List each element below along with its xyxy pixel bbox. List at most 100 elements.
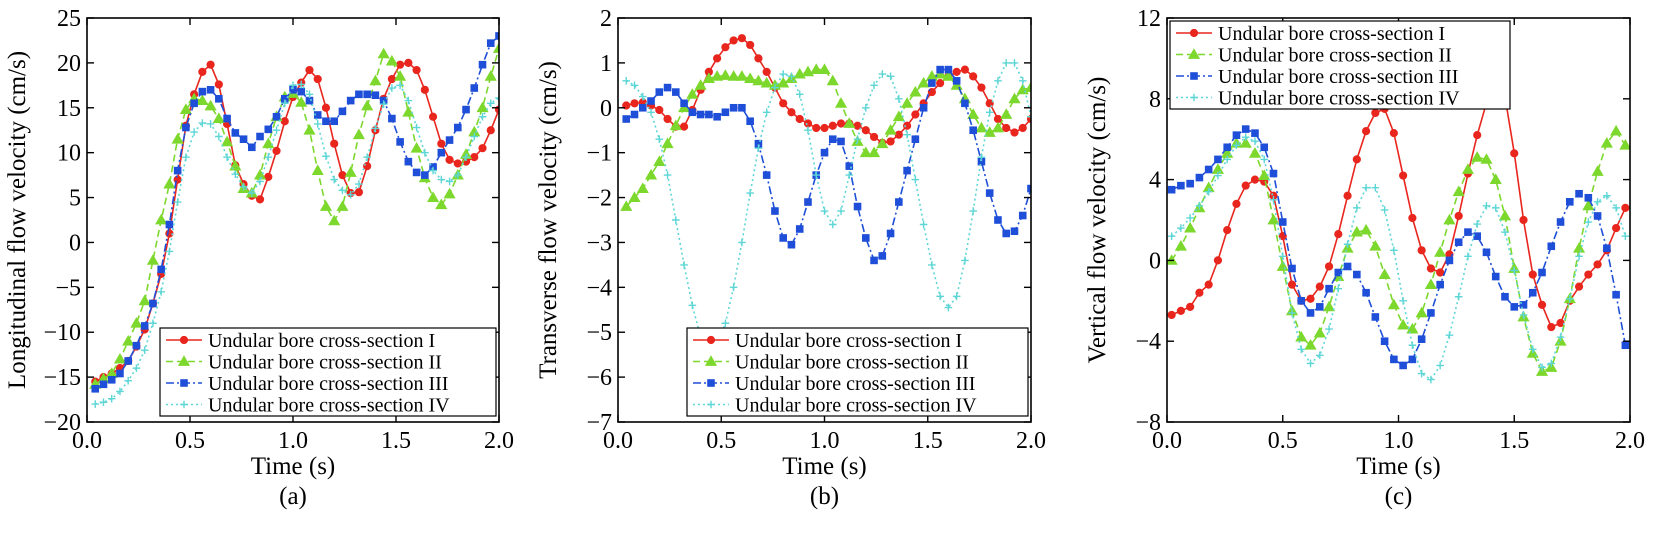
series-iii-point-15 xyxy=(746,117,754,126)
legend-box xyxy=(686,327,1029,417)
series-i-point-41 xyxy=(428,112,438,121)
series-ii-point-15 xyxy=(744,72,757,83)
series-ii-point-11 xyxy=(711,70,724,81)
series-i-point-44 xyxy=(453,159,462,168)
series-ii-point-37 xyxy=(394,70,407,81)
series-iii-point-48 xyxy=(1018,211,1027,220)
legend-i-label: Undular bore cross-section I xyxy=(208,330,435,352)
series-ii-point-35 xyxy=(377,47,390,59)
series-iv-point-12 xyxy=(190,128,198,136)
series-iii-point-20 xyxy=(256,132,264,141)
series-iii-point-11 xyxy=(1269,169,1278,178)
series-iii-point-5 xyxy=(663,83,672,92)
series-iii-point-10 xyxy=(173,166,182,175)
series-iv-point-18 xyxy=(771,83,779,92)
y-tick-label-5: 5 xyxy=(69,186,81,212)
series-ii-point-26 xyxy=(834,97,848,108)
series-iv-point-25 xyxy=(1399,297,1407,305)
x-tick-label-2: 1.0 xyxy=(278,428,308,454)
series-iv-point-22 xyxy=(272,126,281,135)
y-tick-label-7: 15 xyxy=(57,96,81,122)
series-i-point-46 xyxy=(470,153,479,162)
series-ii-point-28 xyxy=(1424,278,1437,290)
series-iv-point-33 xyxy=(1473,220,1482,228)
series-ii-point-20 xyxy=(1350,225,1363,237)
series-ii-point-24 xyxy=(818,63,831,75)
series-iv-point-30 xyxy=(1445,331,1454,339)
series-iii-point-40 xyxy=(952,77,961,85)
series-iv-point-24 xyxy=(289,81,297,90)
series-iv-point-47 xyxy=(1603,191,1611,200)
series-i-point-33 xyxy=(894,130,903,139)
series-iii-point-16 xyxy=(223,114,231,123)
series-i-point-0 xyxy=(1167,310,1176,320)
series-i-point-15 xyxy=(1306,294,1315,303)
series-iii-point-32 xyxy=(1464,228,1472,236)
y-tick-label-9: 25 xyxy=(57,6,81,32)
series-i-point-48 xyxy=(486,126,495,135)
series-i-point-39 xyxy=(412,65,421,75)
series-iv-point-20 xyxy=(256,177,264,186)
y-tick-label-8: 1 xyxy=(600,51,612,77)
legend-iv-label: Undular bore cross-section IV xyxy=(1218,88,1460,110)
series-iv-point-29 xyxy=(1436,361,1444,370)
series-iii-point-15 xyxy=(1306,309,1315,317)
series-iv-point-30 xyxy=(870,81,878,90)
series-ii-point-17 xyxy=(1322,300,1336,312)
series-ii-point-4 xyxy=(122,334,135,346)
series-iv-point-7 xyxy=(149,319,157,328)
series-iii-point-10 xyxy=(705,110,713,119)
series-iii-point-7 xyxy=(680,99,688,108)
legend-i-marker xyxy=(1189,28,1199,38)
series-iii-point-40 xyxy=(421,171,429,179)
series-ii-point-8 xyxy=(686,88,699,99)
series-iii-point-24 xyxy=(820,148,829,157)
series-i-point-38 xyxy=(404,58,413,67)
series-ii-point-10 xyxy=(171,132,184,144)
series-ii-point-23 xyxy=(1378,268,1391,279)
series-i-point-43 xyxy=(977,83,986,92)
series-ii-point-1 xyxy=(628,191,641,202)
series-iv-point-20 xyxy=(1353,204,1361,212)
series-i-point-36 xyxy=(387,74,396,84)
series-i-point-23 xyxy=(280,117,289,126)
series-iii-point-0 xyxy=(1167,185,1176,194)
series-ii-point-6 xyxy=(138,294,151,306)
series-iv-point-48 xyxy=(1612,204,1620,212)
series-iii-point-41 xyxy=(1547,242,1556,251)
series-iii-point-21 xyxy=(264,125,273,134)
series-i-point-33 xyxy=(1473,131,1482,140)
series-iii-point-17 xyxy=(231,129,240,137)
y-tick-label-1: −4 xyxy=(1135,329,1161,355)
series-iv-point-5 xyxy=(132,364,141,372)
series-iii-point-21 xyxy=(795,225,804,233)
series-iv-point-21 xyxy=(264,153,273,161)
series-iv-point-18 xyxy=(1334,284,1343,293)
series-iv-point-34 xyxy=(903,130,911,139)
series-iii-point-9 xyxy=(1251,129,1259,137)
series-iv-point-7 xyxy=(680,261,688,269)
series-iii-point-17 xyxy=(1325,284,1333,293)
y-tick-label-1: −15 xyxy=(43,365,81,391)
panel-1-series xyxy=(620,34,1031,354)
series-iii-point-19 xyxy=(1343,262,1352,271)
series-iii-point-31 xyxy=(346,96,355,105)
series-iv-point-13 xyxy=(1288,309,1296,317)
series-i-point-23 xyxy=(812,123,821,133)
series-iii-point-3 xyxy=(116,369,124,378)
series-iii-point-18 xyxy=(1334,268,1343,277)
series-iv-point-27 xyxy=(1417,369,1426,378)
x-tick-label-1: 0.5 xyxy=(1268,428,1298,454)
series-iii-point-42 xyxy=(437,148,446,157)
y-tick-label-8: 20 xyxy=(57,51,81,77)
series-ii-point-1 xyxy=(1174,240,1187,251)
x-tick-label-2: 1.0 xyxy=(810,428,840,454)
series-iii-point-23 xyxy=(1380,337,1389,345)
series-i-point-31 xyxy=(1454,211,1463,221)
series-iv-point-36 xyxy=(388,84,396,92)
series-iv-point-40 xyxy=(421,148,429,157)
series-iv-point-31 xyxy=(346,191,355,199)
series-ii-point-47 xyxy=(476,101,489,113)
series-iv-point-26 xyxy=(1408,341,1417,350)
legend-ii-marker xyxy=(177,355,191,366)
